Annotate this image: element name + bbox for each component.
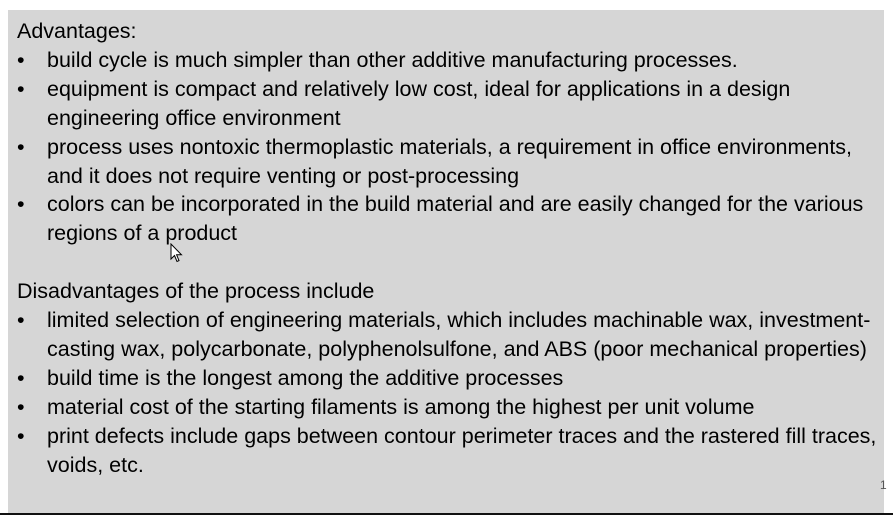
advantages-heading: Advantages: (17, 19, 137, 43)
list-item: limited selection of engineering materia… (17, 306, 879, 364)
page-number: 1 (880, 478, 887, 492)
list-item: build cycle is much simpler than other a… (17, 46, 879, 75)
list-item: colors can be incorporated in the build … (17, 190, 879, 248)
list-item: equipment is compact and relatively low … (17, 75, 879, 133)
content-area: Advantages: build cycle is much simpler … (17, 17, 879, 479)
list-item: build time is the longest among the addi… (17, 364, 879, 393)
section-spacer (17, 248, 879, 277)
disadvantages-heading: Disadvantages of the process include (17, 279, 375, 304)
list-item: material cost of the starting filaments … (17, 393, 879, 422)
list-item: print defects include gaps between conto… (17, 422, 879, 480)
mouse-pointer-icon (170, 242, 184, 263)
disadvantages-list: limited selection of engineering materia… (17, 306, 879, 479)
advantages-list: build cycle is much simpler than other a… (17, 46, 879, 248)
top-strip (0, 0, 893, 10)
bottom-rule (0, 513, 893, 515)
list-item: process uses nontoxic thermoplastic mate… (17, 133, 879, 191)
